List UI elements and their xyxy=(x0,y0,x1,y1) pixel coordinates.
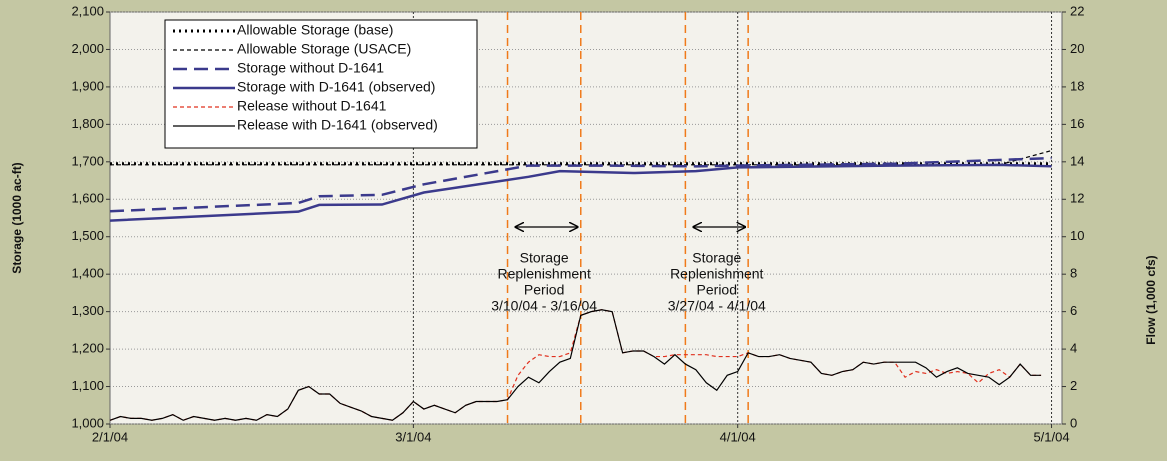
y2-tick-label: 22 xyxy=(1070,3,1084,18)
y2-tick-label: 0 xyxy=(1070,415,1077,430)
y2-tick-label: 12 xyxy=(1070,191,1084,206)
y-tick-label: 1,100 xyxy=(71,378,104,393)
y-tick-label: 1,500 xyxy=(71,228,104,243)
annotation: Storage xyxy=(520,250,569,266)
legend-label: Allowable Storage (base) xyxy=(237,22,393,38)
y-tick-label: 1,000 xyxy=(71,415,104,430)
x-tick-label: 4/1/04 xyxy=(720,429,756,444)
x-tick-label: 3/1/04 xyxy=(395,429,431,444)
y2-tick-label: 4 xyxy=(1070,341,1077,356)
y2-tick-label: 10 xyxy=(1070,228,1084,243)
y-tick-label: 1,400 xyxy=(71,266,104,281)
annotation: Storage xyxy=(692,250,741,266)
annotation: Replenishment xyxy=(497,266,590,282)
x-tick-label: 5/1/04 xyxy=(1033,429,1069,444)
y2-tick-label: 16 xyxy=(1070,116,1084,131)
annotation: Replenishment xyxy=(670,266,763,282)
y2-tick-label: 14 xyxy=(1070,153,1084,168)
y2-tick-label: 20 xyxy=(1070,41,1084,56)
annotation: Period xyxy=(524,282,564,298)
legend-label: Storage with D-1641 (observed) xyxy=(237,79,435,95)
legend-label: Release without D-1641 xyxy=(237,98,387,114)
y2-tick-label: 8 xyxy=(1070,266,1077,281)
y-tick-label: 1,200 xyxy=(71,341,104,356)
y-tick-label: 1,800 xyxy=(71,116,104,131)
legend-label: Release with D-1641 (observed) xyxy=(237,117,438,133)
y-tick-label: 1,600 xyxy=(71,191,104,206)
y2-axis-label: Flow (1,000 cfs) xyxy=(1144,255,1158,344)
annotation: 3/27/04 - 4/1/04 xyxy=(668,298,766,314)
y2-tick-label: 18 xyxy=(1070,78,1084,93)
series-line xyxy=(109,309,1042,421)
legend-label: Allowable Storage (USACE) xyxy=(237,41,411,57)
x-tick-label: 2/1/04 xyxy=(92,429,128,444)
y-tick-label: 1,900 xyxy=(71,78,104,93)
series-line xyxy=(109,156,1052,213)
y-tick-label: 2,000 xyxy=(71,41,104,56)
annotation: 3/10/04 - 3/16/04 xyxy=(491,298,597,314)
y-tick-label: 1,700 xyxy=(71,153,104,168)
legend-label: Storage without D-1641 xyxy=(237,60,384,76)
series-line xyxy=(109,163,1052,222)
legend-box xyxy=(164,19,478,149)
y-axis-label: Storage (1000 ac-ft) xyxy=(10,162,24,273)
y-tick-label: 1,300 xyxy=(71,303,104,318)
y-tick-label: 2,100 xyxy=(71,3,104,18)
y2-tick-label: 6 xyxy=(1070,303,1077,318)
annotation: Period xyxy=(697,282,737,298)
y2-tick-label: 2 xyxy=(1070,378,1077,393)
